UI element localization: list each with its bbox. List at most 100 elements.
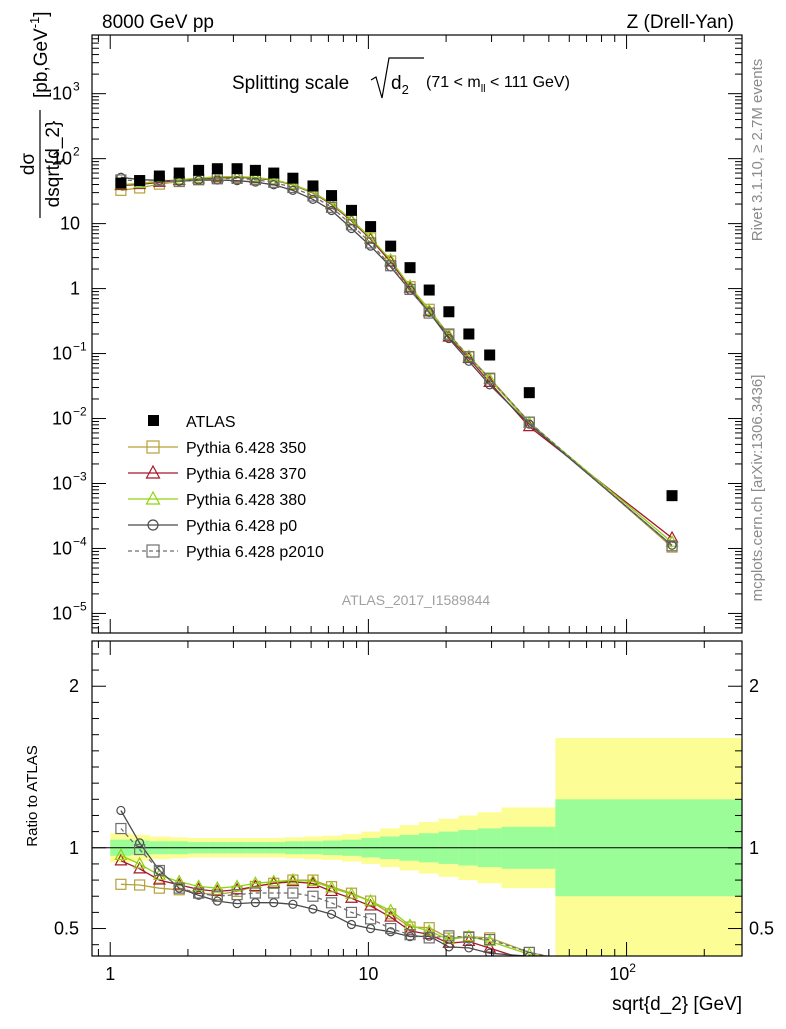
y-tick-label: 10 <box>52 149 72 169</box>
atlas-point <box>463 328 475 340</box>
atlas-point <box>385 240 397 252</box>
marker-square <box>268 887 280 899</box>
marker-square <box>484 373 496 385</box>
y-tick-base: 10 <box>52 474 72 494</box>
marker-triangle <box>230 882 244 895</box>
x-tick-label: 10 <box>358 964 378 984</box>
marker-triangle <box>267 172 281 185</box>
marker-square <box>666 540 678 552</box>
lower-frame <box>91 640 743 957</box>
marker-square <box>443 930 455 942</box>
atlas-point <box>423 284 435 296</box>
marker-square <box>134 879 146 891</box>
y-tick-base: 10 <box>52 84 72 104</box>
marker-triangle <box>230 879 244 892</box>
marker-square <box>193 887 205 899</box>
ratio-y-tick-label-right: 2 <box>749 676 759 696</box>
series-line-1 <box>120 176 673 539</box>
marker-circle <box>444 942 454 952</box>
marker-circle <box>288 185 298 195</box>
series-line-3 <box>120 176 673 546</box>
y-tick-label: 10 <box>60 214 80 234</box>
marker-triangle <box>422 923 436 936</box>
marker-triangle <box>344 891 358 903</box>
atlas-point <box>231 163 243 175</box>
legend-label-4: Pythia 6.428 p2010 <box>186 544 324 561</box>
marker-square <box>345 219 358 231</box>
x-tick-label: 1 <box>105 964 115 984</box>
title-cut-sub: ll <box>481 83 486 95</box>
title-var-sub: 2 <box>402 82 409 97</box>
marker-square <box>385 260 397 272</box>
marker-square <box>667 978 677 988</box>
y-axis-label: dσ dsqrt{d_2} [pb,GeV-1] <box>18 11 64 218</box>
atlas-point <box>287 172 299 184</box>
marker-triangle <box>286 872 300 885</box>
marker-triangle <box>172 874 186 887</box>
marker-square <box>249 887 261 899</box>
svg-text:Splitting scale: Splitting scale <box>232 73 349 94</box>
marker-triangle <box>325 884 339 897</box>
marker-circle <box>116 805 126 816</box>
marker-triangle <box>145 490 161 505</box>
legend-label-1: Pythia 6.428 370 <box>186 466 306 483</box>
marker-triangle <box>192 879 206 892</box>
marker-square <box>115 878 127 890</box>
ylabel-unit-exp: -1 <box>27 17 42 29</box>
y-tick-label: 10 <box>52 474 72 494</box>
marker-square <box>115 822 127 835</box>
marker-square <box>325 201 338 213</box>
x-tick-base: 1 <box>105 964 115 984</box>
series-line-4 <box>120 177 673 547</box>
marker-triangle <box>248 876 262 888</box>
svg-text:(71 < mll < 111 GeV): (71 < mll < 111 GeV) <box>426 74 570 95</box>
y-tick-exp: −4 <box>73 534 87 548</box>
x-axis-label: sqrt{d_2} [GeV] <box>612 994 742 1015</box>
legend-label-3: Pythia 6.428 p0 <box>186 518 297 535</box>
marker-square <box>423 932 435 944</box>
atlas-point <box>249 164 261 176</box>
marker-triangle <box>306 874 320 886</box>
marker-circle <box>366 923 376 934</box>
marker-square <box>146 440 160 454</box>
ylabel-numer: dσ <box>18 153 39 176</box>
y-tick-label: 10 <box>52 538 72 558</box>
y-tick-base: 10 <box>52 149 72 169</box>
ratio-line-1 <box>120 860 517 956</box>
ratio-series <box>114 805 678 988</box>
y-tick-exp: 3 <box>73 80 80 94</box>
marker-circle <box>288 899 298 909</box>
x-tick-label: 102 <box>609 961 636 984</box>
marker-square <box>667 977 677 987</box>
ylabel-unit-close: ] <box>31 11 52 16</box>
ratio-y-tick-label: 0.5 <box>54 919 79 939</box>
y-tick-base: 10 <box>52 538 72 558</box>
marker-square <box>523 416 535 428</box>
ylabel-unit-open: [pb,GeV <box>31 28 52 98</box>
atlas-point <box>666 490 678 502</box>
marker-triangle <box>344 212 358 225</box>
atlas-point <box>523 387 535 399</box>
marker-square <box>463 351 475 363</box>
marker-triangle <box>248 170 262 182</box>
marker-triangle <box>248 879 262 892</box>
marker-square <box>211 890 223 902</box>
y-tick-label: 10 <box>52 344 72 364</box>
marker-triangle <box>145 464 161 479</box>
ratio-y-tick-label-right: 1 <box>749 838 759 858</box>
ratio-y-tick-label-right: 0.5 <box>749 919 774 939</box>
marker-triangle <box>364 893 378 906</box>
y-tick-exp: −1 <box>73 340 87 354</box>
marker-square <box>443 328 455 340</box>
rivet-label: Rivet 3.1.10, ≥ 2.7M events <box>749 59 766 242</box>
marker-triangle <box>384 252 398 265</box>
marker-triangle <box>667 972 678 982</box>
marker-circle <box>308 904 318 914</box>
atlas-point <box>345 204 357 216</box>
marker-circle <box>232 176 242 186</box>
marker-square <box>365 913 377 925</box>
y-tick-label: 10 <box>52 603 72 623</box>
x-tick-base: 10 <box>358 964 378 984</box>
marker-circle <box>485 380 495 390</box>
